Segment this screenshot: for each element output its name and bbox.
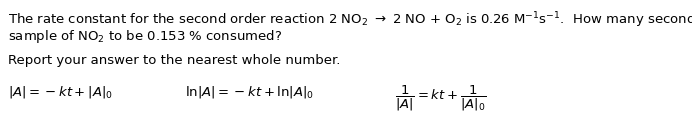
Text: The rate constant for the second order reaction 2 NO$_2$ $\rightarrow$ 2 NO + O$: The rate constant for the second order r…: [8, 10, 692, 30]
Text: $\dfrac{1}{|A|} = kt + \dfrac{1}{|A|_0}$: $\dfrac{1}{|A|} = kt + \dfrac{1}{|A|_0}$: [395, 84, 486, 113]
Text: $\ln|A| = -kt + \ln|A|_0$: $\ln|A| = -kt + \ln|A|_0$: [185, 84, 314, 100]
Text: $|A| = -kt + |A|_0$: $|A| = -kt + |A|_0$: [8, 84, 113, 100]
Text: Report your answer to the nearest whole number.: Report your answer to the nearest whole …: [8, 54, 340, 67]
Text: sample of NO$_2$ to be 0.153 % consumed?: sample of NO$_2$ to be 0.153 % consumed?: [8, 28, 282, 45]
